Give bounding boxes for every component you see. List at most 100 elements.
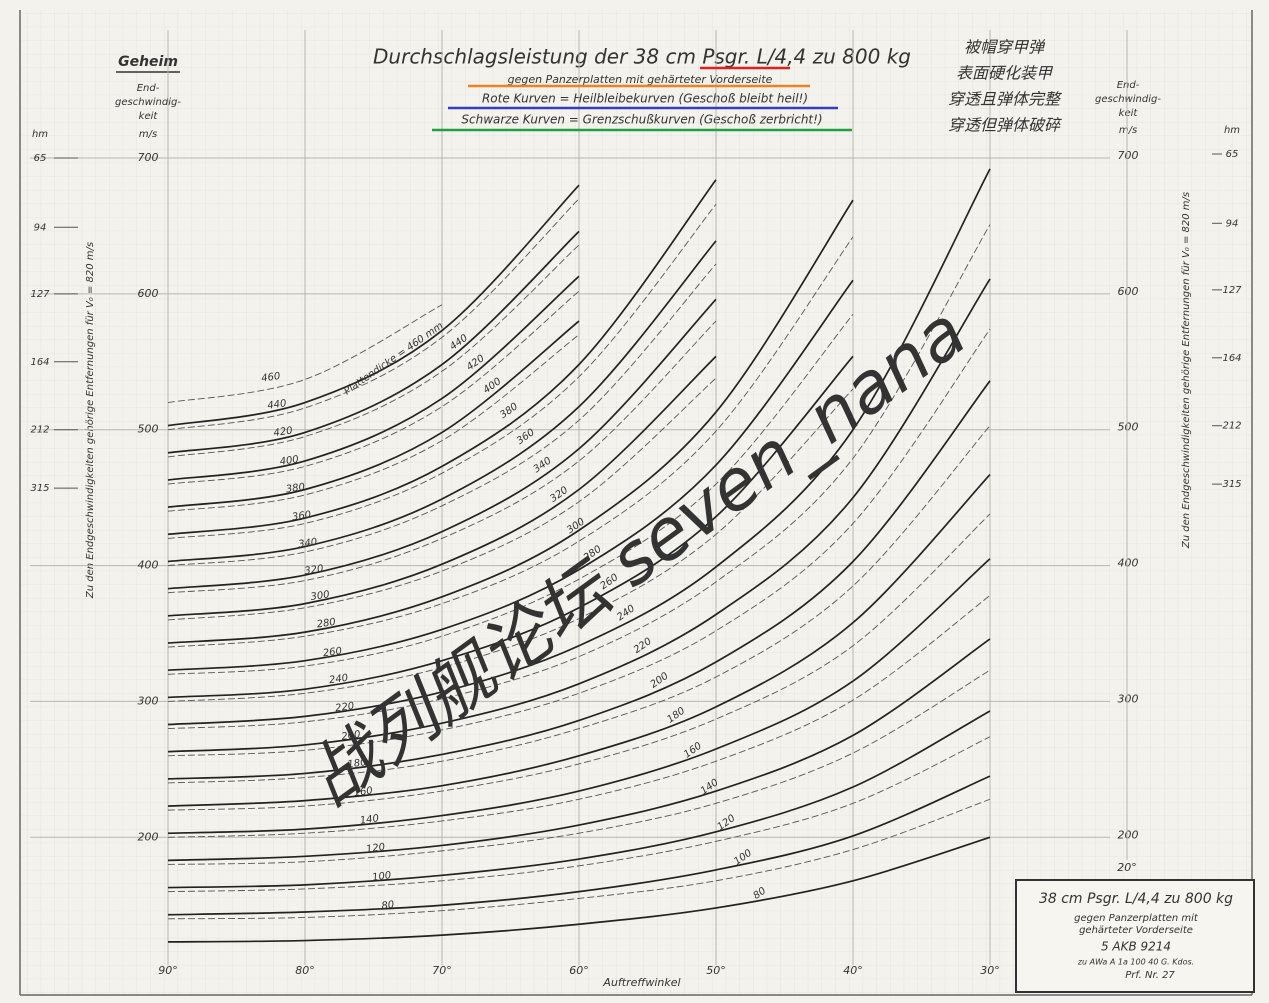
y-axis-header: keit bbox=[139, 111, 159, 122]
curve bbox=[167, 290, 580, 485]
y-tick-label: 500 bbox=[138, 423, 159, 436]
curve-label: 100 bbox=[372, 870, 392, 884]
curve bbox=[167, 230, 580, 454]
curve bbox=[167, 168, 991, 726]
y-tick-label: 700 bbox=[138, 151, 159, 164]
curve bbox=[167, 836, 991, 943]
hm-tick-label: 94 bbox=[34, 222, 47, 233]
curve bbox=[167, 355, 717, 617]
curve bbox=[167, 199, 854, 644]
y-axis-header: keit bbox=[1119, 108, 1139, 119]
curve-label: 260 bbox=[322, 646, 342, 660]
curve bbox=[167, 275, 580, 481]
chart-title: Durchschlagsleistung der 38 cm Psgr. L/4… bbox=[373, 45, 911, 69]
curve bbox=[167, 638, 991, 862]
curve bbox=[167, 298, 717, 590]
x-tick-label: 30° bbox=[980, 964, 1000, 977]
curve bbox=[167, 203, 717, 539]
y-tick-label: 500 bbox=[1118, 421, 1139, 434]
y-tick-label: 300 bbox=[1118, 692, 1139, 705]
curve bbox=[167, 236, 854, 648]
curve-label: 80 bbox=[381, 900, 395, 913]
curve-label: 340 bbox=[298, 537, 318, 551]
curve-label: 400 bbox=[279, 454, 299, 468]
curve bbox=[167, 710, 991, 889]
curve bbox=[167, 313, 854, 675]
curve-label: 320 bbox=[304, 564, 324, 578]
hm-tick-label: 65 bbox=[34, 153, 47, 164]
x-tick-label: 20° bbox=[1117, 861, 1137, 874]
x-tick-label: 50° bbox=[706, 964, 726, 977]
curve bbox=[167, 278, 991, 753]
note: Schwarze Kurven = Grenzschußkurven (Gesc… bbox=[461, 113, 822, 127]
x-axis-label: Auftreffwinkel bbox=[602, 976, 680, 989]
info-text: zu AWa A 1a 100 40 G. Kdos. bbox=[1077, 958, 1194, 967]
curve bbox=[167, 380, 991, 780]
curve bbox=[167, 224, 991, 730]
curve bbox=[167, 263, 717, 567]
y-axis-header: End- bbox=[1117, 80, 1140, 91]
y-axis-header: geschwindig- bbox=[115, 97, 181, 108]
y-tick-label: 400 bbox=[138, 559, 159, 572]
curve bbox=[167, 198, 580, 431]
curve-label: 200 bbox=[341, 729, 361, 743]
curve bbox=[167, 328, 991, 757]
curve bbox=[167, 304, 443, 403]
x-tick-label: 90° bbox=[158, 964, 178, 977]
hm-tick-label: 127 bbox=[1222, 285, 1242, 296]
curve bbox=[167, 184, 580, 427]
curve bbox=[167, 736, 991, 893]
curve bbox=[167, 775, 991, 916]
curve bbox=[167, 179, 717, 536]
hm-tick-label: 164 bbox=[30, 357, 49, 368]
curve-label: 220 bbox=[335, 701, 355, 715]
curve-label: 360 bbox=[291, 510, 311, 524]
annotation: 穿透且弹体完整 bbox=[948, 90, 1063, 109]
hm-unit: hm bbox=[1224, 125, 1240, 136]
curve-label: 140 bbox=[359, 813, 379, 827]
x-tick-label: 70° bbox=[432, 964, 452, 977]
curve bbox=[167, 595, 991, 838]
curve bbox=[167, 798, 991, 920]
curve-label: 380 bbox=[285, 482, 305, 496]
info-text: gegen Panzerplatten mit bbox=[1074, 913, 1199, 924]
curve bbox=[167, 377, 717, 621]
y-axis-header: geschwindig- bbox=[1095, 94, 1161, 105]
y-tick-label: 700 bbox=[1118, 149, 1139, 162]
curve-label: 240 bbox=[328, 673, 348, 687]
curve-label: 280 bbox=[316, 617, 336, 631]
secret-label: Geheim bbox=[118, 54, 178, 70]
curve-label: 160 bbox=[353, 785, 373, 799]
hm-tick-label: 212 bbox=[1222, 421, 1241, 432]
y-unit: m/s bbox=[1119, 125, 1137, 136]
curve bbox=[167, 279, 854, 672]
curve-label: 460 bbox=[261, 371, 281, 385]
x-tick-label: 80° bbox=[295, 964, 315, 977]
x-tick-label: 60° bbox=[569, 964, 589, 977]
curve bbox=[167, 513, 991, 811]
annotation: 表面硬化装甲 bbox=[956, 64, 1054, 83]
curve-label: 180 bbox=[347, 757, 367, 771]
y-axis-header: End- bbox=[137, 83, 160, 94]
info-text: 5 AKB 9214 bbox=[1101, 940, 1171, 954]
info-text: Prf. Nr. 27 bbox=[1125, 970, 1175, 981]
curve-label: 120 bbox=[365, 842, 385, 856]
y-tick-label: 300 bbox=[138, 694, 159, 707]
curve bbox=[167, 388, 854, 702]
curve-label: 440 bbox=[267, 398, 287, 412]
y-tick-label: 600 bbox=[1118, 285, 1139, 298]
hm-unit: hm bbox=[32, 129, 48, 140]
hm-tick-label: 164 bbox=[1222, 353, 1241, 364]
info-text: gehärteter Vorderseite bbox=[1079, 925, 1193, 936]
curve bbox=[167, 244, 580, 458]
y-tick-label: 400 bbox=[1118, 557, 1139, 570]
curve bbox=[167, 334, 580, 512]
side-label: Zu den Endgeschwindigkeiten gehörige Ent… bbox=[1181, 192, 1192, 549]
curve bbox=[167, 558, 991, 835]
curve bbox=[167, 240, 717, 563]
curve-label: 300 bbox=[310, 589, 330, 603]
curve bbox=[167, 669, 991, 865]
curve bbox=[167, 355, 854, 699]
hm-tick-label: 127 bbox=[30, 289, 50, 300]
